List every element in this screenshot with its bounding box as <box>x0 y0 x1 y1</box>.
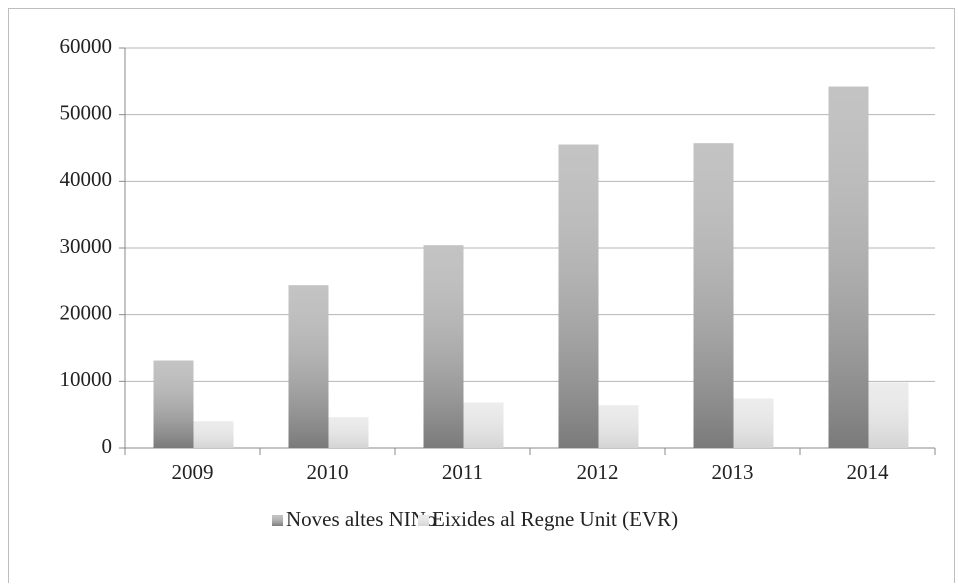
y-tick-label: 20000 <box>60 300 113 324</box>
bar <box>153 360 194 448</box>
x-tick-label: 2012 <box>577 460 619 484</box>
y-tick-label: 40000 <box>60 167 113 191</box>
y-tick-label: 50000 <box>60 100 113 124</box>
y-tick-label: 0 <box>102 434 113 458</box>
x-tick-label: 2014 <box>847 460 890 484</box>
legend-item: Eixides al Regne Unit (EVR) <box>418 507 678 531</box>
legend-label: Eixides al Regne Unit (EVR) <box>432 507 678 531</box>
chart-border <box>8 8 955 588</box>
x-tick-label: 2011 <box>442 460 483 484</box>
legend-label: Noves altes NINo <box>286 507 436 531</box>
legend-item: Noves altes NINo <box>272 507 436 531</box>
bar <box>598 405 639 448</box>
x-tick-label: 2013 <box>712 460 754 484</box>
y-tick-label: 10000 <box>60 367 113 391</box>
y-tick-label: 30000 <box>60 234 113 258</box>
bar <box>288 285 329 448</box>
x-tick-label: 2009 <box>172 460 214 484</box>
bar <box>868 382 909 448</box>
bar <box>828 86 869 449</box>
bar <box>328 417 369 448</box>
x-tick-label: 2010 <box>307 460 349 484</box>
bar <box>193 421 234 448</box>
bar <box>693 143 734 449</box>
bar <box>733 398 774 448</box>
bar <box>463 402 504 448</box>
bar <box>423 245 464 448</box>
y-tick-label: 60000 <box>60 34 113 58</box>
bar <box>558 144 599 448</box>
